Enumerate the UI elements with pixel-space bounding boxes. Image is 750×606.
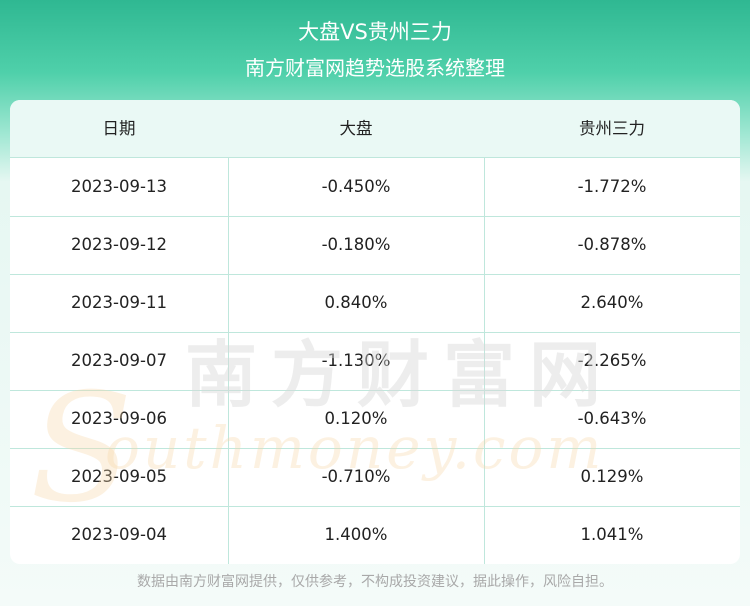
- date-cell: 2023-09-12: [71, 235, 167, 254]
- stock-change-cell: 0.129%: [580, 467, 644, 486]
- comparison-table: 日期 大盘 贵州三力 2023-09-13 -0.450% -1.772% 20…: [10, 100, 740, 564]
- stock-change-cell: -2.265%: [577, 351, 647, 370]
- page-title: 大盘VS贵州三力: [298, 20, 452, 44]
- date-cell: 2023-09-05: [71, 467, 167, 486]
- column-header-market: 大盘: [339, 119, 373, 138]
- market-change-cell: 1.400%: [324, 525, 388, 544]
- date-cell: 2023-09-07: [71, 351, 167, 370]
- table-row: 2023-09-13 -0.450% -1.772%: [10, 158, 740, 217]
- date-cell: 2023-09-06: [71, 409, 167, 428]
- stock-change-cell: -1.772%: [577, 177, 647, 196]
- column-header-stock: 贵州三力: [579, 119, 645, 138]
- page-header: 大盘VS贵州三力 南方财富网趋势选股系统整理: [0, 0, 750, 100]
- stock-change-cell: 1.041%: [580, 525, 644, 544]
- table-row: 2023-09-11 0.840% 2.640%: [10, 274, 740, 333]
- stock-change-cell: -0.878%: [577, 235, 647, 254]
- stock-change-cell: 2.640%: [580, 293, 644, 312]
- market-change-cell: -0.710%: [321, 467, 391, 486]
- table-row: 2023-09-12 -0.180% -0.878%: [10, 216, 740, 275]
- date-cell: 2023-09-13: [71, 177, 167, 196]
- market-change-cell: -0.180%: [321, 235, 391, 254]
- table-header-row: 日期 大盘 贵州三力: [10, 100, 740, 158]
- market-change-cell: 0.120%: [324, 409, 388, 428]
- market-change-cell: -1.130%: [321, 351, 391, 370]
- date-cell: 2023-09-04: [71, 525, 167, 544]
- stock-change-cell: -0.643%: [577, 409, 647, 428]
- market-change-cell: 0.840%: [324, 293, 388, 312]
- date-cell: 2023-09-11: [71, 293, 167, 312]
- table-row: 2023-09-06 0.120% -0.643%: [10, 390, 740, 449]
- table-row: 2023-09-05 -0.710% 0.129%: [10, 448, 740, 507]
- table-row: 2023-09-07 -1.130% -2.265%: [10, 332, 740, 391]
- column-header-date: 日期: [102, 119, 136, 138]
- table-row: 2023-09-04 1.400% 1.041%: [10, 506, 740, 564]
- market-change-cell: -0.450%: [321, 177, 391, 196]
- disclaimer-text: 数据由南方财富网提供，仅供参考，不构成投资建议，据此操作，风险自担。: [137, 574, 613, 590]
- page-subtitle: 南方财富网趋势选股系统整理: [245, 56, 505, 80]
